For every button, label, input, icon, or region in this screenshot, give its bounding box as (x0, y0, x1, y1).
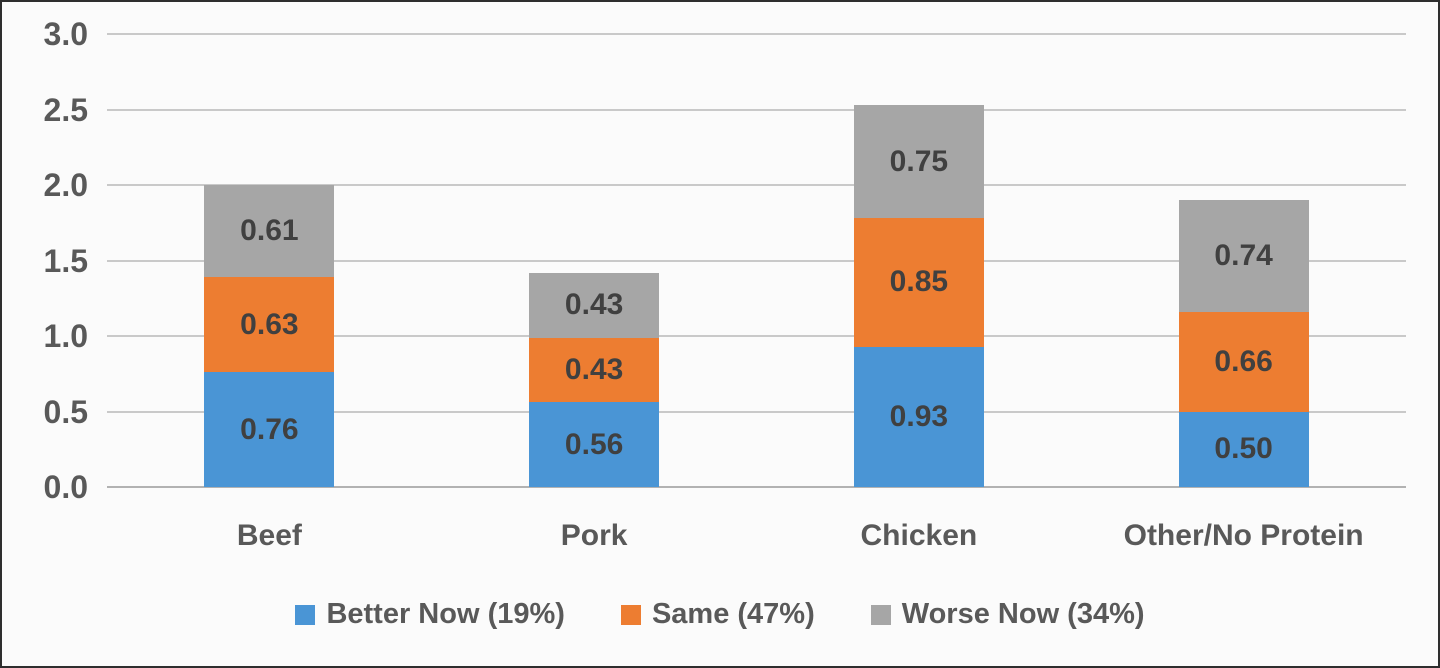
segment-same-pork: 0.43 (529, 337, 660, 403)
x-label-pork: Pork (560, 519, 628, 552)
segment-same-beef: 0.63 (204, 277, 335, 373)
value-label: 0.75 (889, 144, 949, 178)
segment-same-other-no-protein: 0.66 (1178, 311, 1309, 412)
legend-label: Worse Now (34%) (901, 598, 1145, 630)
value-label: 0.76 (240, 412, 299, 446)
gridline-y-0.5 (107, 410, 1406, 413)
gridline-y-2.5 (107, 108, 1406, 111)
y-tick-label-3.0: 3.0 (43, 16, 88, 52)
gridline-y-1.5 (107, 259, 1406, 262)
y-tick-label-1.5: 1.5 (43, 242, 88, 279)
legend-label: Same (47%) (651, 598, 815, 630)
x-label-other-no-protein: Other/No Protein (1123, 519, 1364, 552)
bar-pork: 0.56 0.43 0.43 (529, 272, 660, 487)
legend-item-better: Better Now (19%) (295, 598, 565, 631)
y-tick-label-1.0: 1.0 (43, 318, 88, 354)
bar-beef: 0.76 0.63 0.61 (204, 185, 335, 487)
x-label-beef: Beef (236, 519, 302, 552)
value-label: 0.85 (889, 265, 949, 299)
segment-same-chicken: 0.85 (853, 218, 984, 347)
segment-worse-other-no-protein: 0.74 (1178, 200, 1309, 312)
segment-better-chicken: 0.93 (853, 346, 984, 487)
segment-better-beef: 0.76 (204, 372, 335, 487)
bar-chicken: 0.93 0.85 0.75 (853, 104, 984, 487)
y-tick-label-0.0: 0.0 (43, 469, 88, 505)
value-label: 0.74 (1214, 238, 1273, 272)
y-tick-label-0.5: 0.5 (43, 393, 88, 430)
gridline-y-2.0 (107, 184, 1406, 186)
value-label: 0.43 (564, 352, 624, 386)
value-label: 0.63 (240, 307, 299, 341)
gridline-y-1.0 (107, 335, 1406, 337)
legend-item-worse: Worse Now (34%) (870, 598, 1145, 631)
segment-better-pork: 0.56 (529, 402, 660, 487)
value-label: 0.50 (1214, 432, 1273, 466)
legend-label: Better Now (19%) (326, 598, 565, 630)
value-label: 0.61 (240, 214, 299, 248)
y-tick-label-2.0: 2.0 (43, 167, 88, 203)
value-label: 0.66 (1214, 344, 1273, 378)
gridline-y-0.0 (107, 486, 1406, 488)
value-label: 0.43 (564, 288, 624, 322)
legend-swatch-icon (620, 604, 641, 625)
legend: Better Now (19%) Same (47%) Worse Now (34%… (2, 598, 1438, 631)
value-label: 0.93 (889, 399, 949, 433)
legend-swatch-icon (295, 604, 316, 625)
segment-better-other-no-protein: 0.50 (1178, 411, 1309, 487)
x-label-chicken: Chicken (860, 519, 978, 552)
x-axis: Beef Pork Chicken Other/No Protein (107, 519, 1406, 553)
y-tick-label-2.5: 2.5 (43, 91, 88, 128)
segment-worse-beef: 0.61 (204, 185, 335, 278)
value-label: 0.56 (564, 427, 624, 461)
legend-swatch-icon (870, 604, 891, 625)
bar-other-no-protein: 0.50 0.66 0.74 (1178, 200, 1309, 487)
gridline-y-3.0 (107, 33, 1406, 35)
plot-area: 0.76 0.63 0.61 0.56 0.43 0.43 0.93 0.85 0.75 0.50… (107, 33, 1406, 488)
segment-worse-pork: 0.43 (529, 272, 660, 338)
legend-item-same: Same (47%) (620, 598, 815, 631)
segment-worse-chicken: 0.75 (853, 104, 984, 219)
